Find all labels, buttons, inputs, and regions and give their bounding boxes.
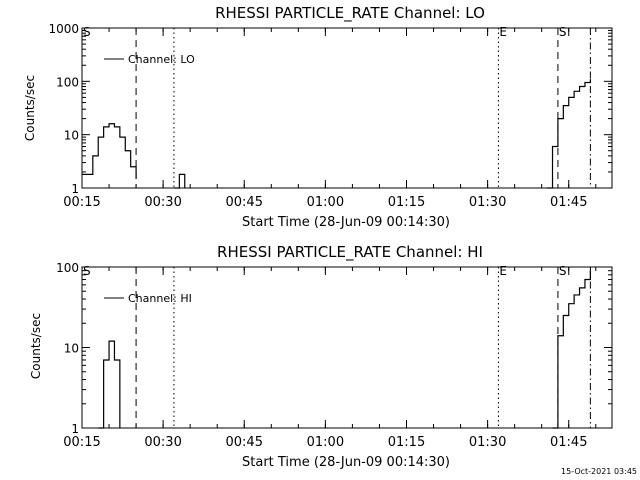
- x-axis-label: Start Time (28-Jun-09 00:14:30): [242, 215, 450, 230]
- chart-panel-lo: RHESSI PARTICLE_RATE Channel: LO Counts/…: [23, 4, 613, 230]
- series-line: [173, 173, 186, 189]
- series-line: [552, 270, 591, 429]
- y-tick-label: 10: [64, 342, 79, 356]
- x-axis-label: Start Time (28-Jun-09 00:14:30): [242, 455, 450, 470]
- event-marker: E: [499, 25, 507, 39]
- x-tick-label: 01:15: [388, 435, 425, 450]
- chart-legend: Channel: HI: [104, 292, 192, 305]
- x-tick-label: 00:30: [144, 195, 181, 210]
- event-marker: S: [83, 264, 91, 278]
- x-tick-label: 00:45: [226, 195, 263, 210]
- series-line: [547, 79, 591, 189]
- legend-label: Channel: LO: [128, 53, 195, 66]
- chart-panel-hi: RHESSI PARTICLE_RATE Channel: HI Counts/…: [29, 243, 613, 470]
- event-marker: S: [83, 25, 91, 39]
- y-tick-label: 100: [56, 261, 79, 275]
- y-tick-label: 10: [64, 129, 79, 143]
- x-tick-label: 00:30: [144, 435, 181, 450]
- x-tick-label: 01:30: [469, 435, 506, 450]
- y-axis-label: Counts/sec: [29, 313, 43, 379]
- chart-title: RHESSI PARTICLE_RATE Channel: LO: [215, 4, 485, 23]
- x-tick-label: 00:15: [63, 195, 100, 210]
- event-marker: S: [559, 25, 567, 39]
- y-tick-label: 100: [56, 75, 79, 89]
- x-tick-label: 01:45: [550, 195, 587, 210]
- x-tick-label: 00:45: [226, 435, 263, 450]
- x-tick-label: 01:00: [307, 435, 344, 450]
- footer-timestamp: 15-Oct-2021 03:45: [561, 467, 637, 476]
- chart-legend: Channel: LO: [104, 53, 195, 66]
- event-marker: S: [559, 264, 567, 278]
- y-tick-label: 1000: [48, 22, 79, 36]
- x-tick-label: 01:00: [307, 195, 344, 210]
- series-line: [82, 123, 137, 179]
- x-tick-label: 01:30: [469, 195, 506, 210]
- event-marker: E: [499, 264, 507, 278]
- x-tick-label: 01:15: [388, 195, 425, 210]
- y-tick-label: 1: [71, 182, 79, 196]
- series-line: [98, 340, 121, 429]
- chart-title: RHESSI PARTICLE_RATE Channel: HI: [217, 243, 483, 262]
- y-axis-label: Counts/sec: [23, 75, 37, 141]
- x-tick-label: 00:15: [63, 435, 100, 450]
- legend-label: Channel: HI: [128, 292, 192, 305]
- plot-frame: [81, 27, 613, 189]
- y-tick-label: 1: [71, 422, 79, 436]
- x-tick-label: 01:45: [550, 435, 587, 450]
